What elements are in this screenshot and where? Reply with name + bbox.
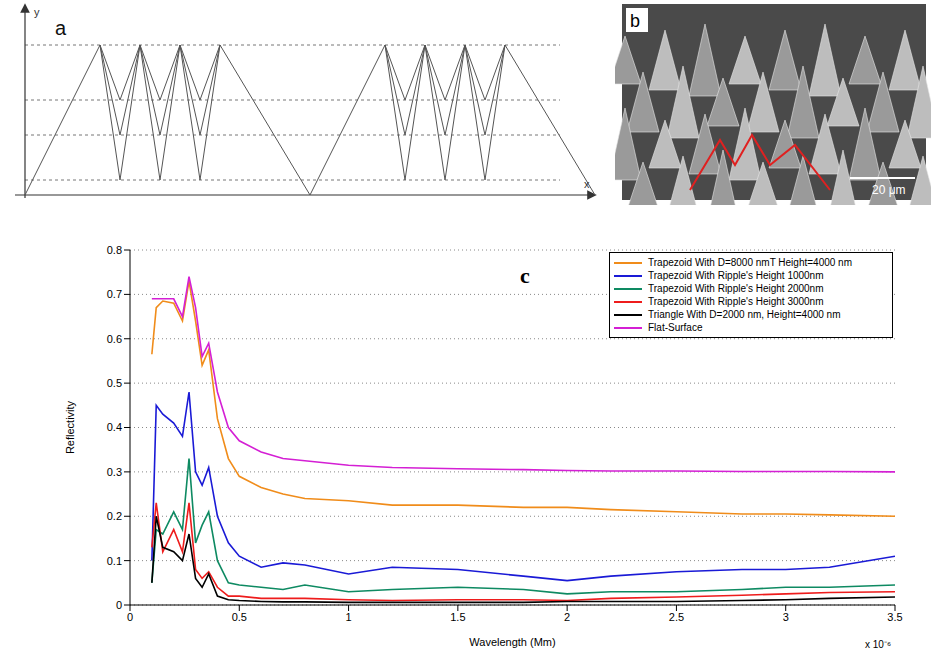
svg-text:Wavelength (Mm): Wavelength (Mm) bbox=[469, 636, 555, 648]
html-text:Trapezoid With Ripple's Height: Trapezoid With Ripple's Height 1000nm bbox=[648, 270, 824, 281]
svg-text:2.5: 2.5 bbox=[669, 611, 684, 623]
svg-text:0.5: 0.5 bbox=[232, 611, 247, 623]
svg-text:0.2: 0.2 bbox=[107, 510, 122, 522]
html-text:Trapezoid With Ripple's Height: Trapezoid With Ripple's Height 3000nm bbox=[648, 296, 824, 307]
svg-text:0: 0 bbox=[127, 611, 133, 623]
svg-text:x: x bbox=[584, 178, 590, 190]
svg-text:Reflectivity: Reflectivity bbox=[64, 400, 76, 454]
svg-text:0: 0 bbox=[116, 599, 122, 611]
svg-text:2: 2 bbox=[564, 611, 570, 623]
svg-text:0.8: 0.8 bbox=[107, 244, 122, 256]
svg-text:b: b bbox=[630, 11, 640, 31]
svg-text:0.5: 0.5 bbox=[107, 377, 122, 389]
svg-text:a: a bbox=[55, 17, 67, 39]
svg-text:0.1: 0.1 bbox=[107, 555, 122, 567]
svg-text:1: 1 bbox=[346, 611, 352, 623]
svg-text:3.5: 3.5 bbox=[887, 611, 902, 623]
html-text:Triangle With D=2000 nm, Heigh: Triangle With D=2000 nm, Height=4000 nm bbox=[648, 309, 841, 320]
html-text:c: c bbox=[520, 263, 530, 288]
svg-text:0.7: 0.7 bbox=[107, 288, 122, 300]
svg-text:0.3: 0.3 bbox=[107, 466, 122, 478]
svg-text:1.5: 1.5 bbox=[450, 611, 465, 623]
svg-text:20 μm: 20 μm bbox=[872, 183, 906, 197]
html-text:x 10⁻⁶: x 10⁻⁶ bbox=[865, 639, 891, 650]
html-text:Flat-Surface: Flat-Surface bbox=[648, 322, 703, 333]
svg-text:3: 3 bbox=[783, 611, 789, 623]
html-text:Trapezoid With Ripple's Height: Trapezoid With Ripple's Height 2000nm bbox=[648, 283, 824, 294]
svg-text:0.6: 0.6 bbox=[107, 333, 122, 345]
svg-text:0.4: 0.4 bbox=[107, 421, 122, 433]
svg-text:y: y bbox=[34, 6, 40, 18]
html-text:Trapezoid With D=8000 nmT Heig: Trapezoid With D=8000 nmT Height=4000 nm bbox=[648, 257, 852, 268]
